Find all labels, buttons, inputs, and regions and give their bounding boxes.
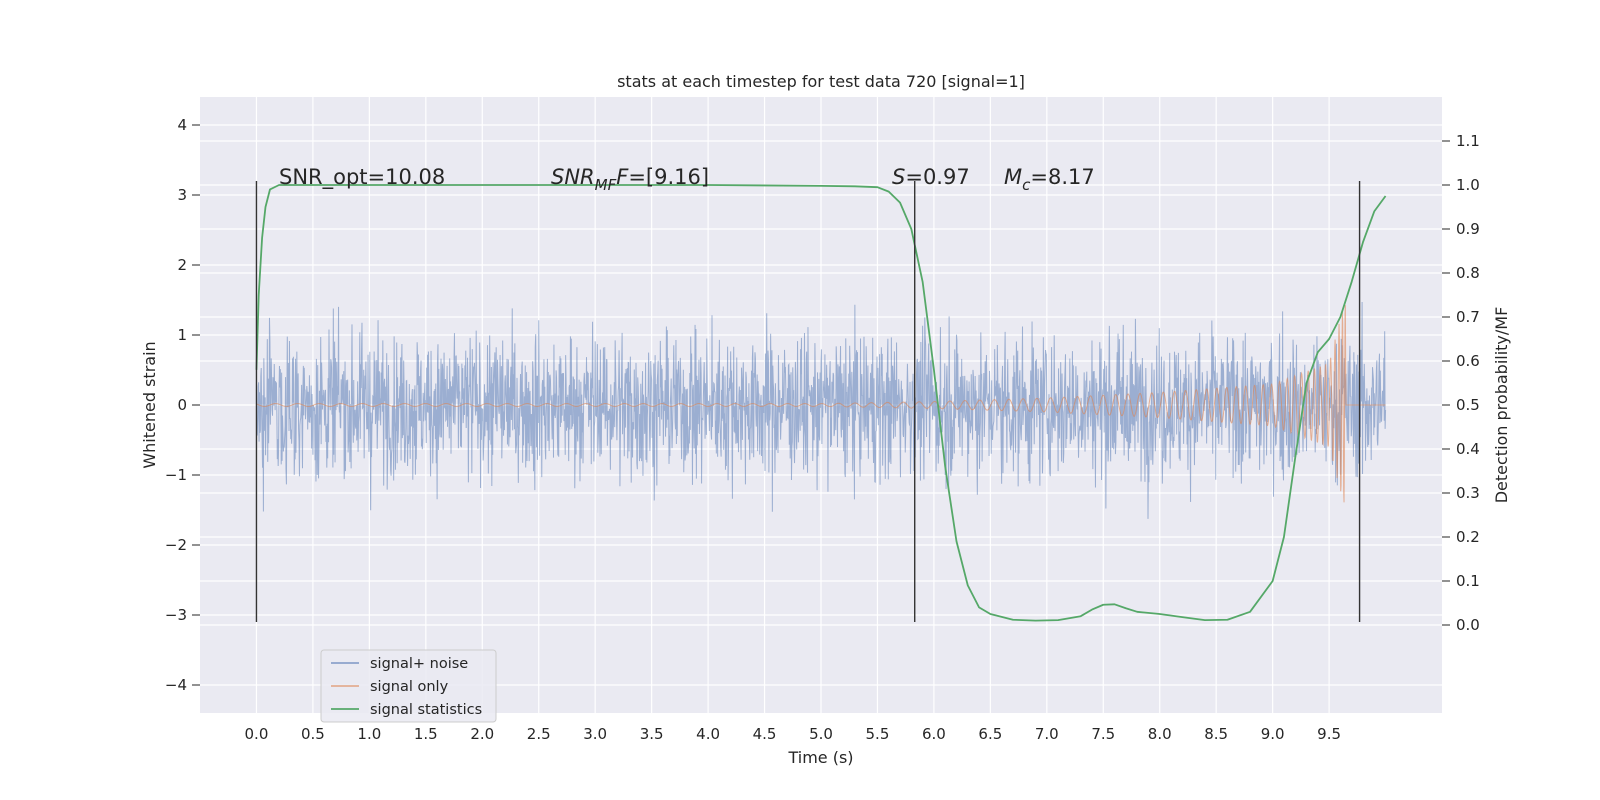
x-tick-label: 1.0 xyxy=(357,725,381,743)
legend-label-signal-only: signal only xyxy=(370,679,449,695)
noise-trace xyxy=(255,301,1387,519)
y-axis-label: Whitened strain xyxy=(140,341,159,468)
y-tick-label: 2 xyxy=(177,256,187,274)
annotation-s-value: =0.97 xyxy=(905,165,969,189)
annotation-s-label: S xyxy=(892,165,905,189)
x-tick-label: 8.0 xyxy=(1148,725,1172,743)
x-tick-label: 0.0 xyxy=(245,725,269,743)
annotation-s: S=0.97 xyxy=(892,165,970,189)
chart-title: stats at each timestep for test data 720… xyxy=(617,72,1025,91)
y-tick-label: 1 xyxy=(177,326,187,344)
legend: signal+ noise signal only signal statist… xyxy=(320,649,497,723)
x-tick-label: 5.5 xyxy=(866,725,890,743)
y2-tick-label: 0.6 xyxy=(1456,352,1480,370)
annotation-mc: Mc=8.17 xyxy=(1004,165,1095,194)
series-signal-statistics xyxy=(255,184,1387,622)
y2-tick-label: 1.1 xyxy=(1456,132,1480,150)
x-tick-label: 6.0 xyxy=(922,725,946,743)
y2-tick-label: 0.2 xyxy=(1456,528,1480,546)
annotation-mc-label: M xyxy=(1004,165,1022,189)
x-tick-label: 8.5 xyxy=(1204,725,1228,743)
legend-label-signal-noise: signal+ noise xyxy=(370,656,468,672)
annotation-mc-value: =8.17 xyxy=(1030,165,1094,189)
y-tick-label: −2 xyxy=(165,536,187,554)
y2-tick-label: 0.1 xyxy=(1456,572,1480,590)
axis-ticks: 0.0 0.5 1.0 1.5 2.0 2.5 3.0 3.5 4.0 4.5 5.0 5.5 6.0 6… xyxy=(165,116,1480,743)
x-tick-label: 9.0 xyxy=(1261,725,1285,743)
x-tick-label: 5.0 xyxy=(809,725,833,743)
signal-trace xyxy=(256,305,1386,503)
y-tick-label: 0 xyxy=(177,396,187,414)
y-tick-label: −4 xyxy=(165,676,187,694)
y2-tick-label: 0.8 xyxy=(1456,264,1480,282)
legend-label-signal-statistics: signal statistics xyxy=(370,702,482,718)
vertical-markers xyxy=(255,181,1361,622)
y2-tick-label: 0.9 xyxy=(1456,220,1480,238)
x-tick-label: 4.0 xyxy=(696,725,720,743)
y2-tick-label: 0.3 xyxy=(1456,484,1480,502)
series-signal-noise xyxy=(255,301,1387,519)
legend-box xyxy=(320,649,497,723)
x-tick-label: 6.5 xyxy=(978,725,1002,743)
annotation-snr-mf: SNRMFF=[9.16] xyxy=(551,165,709,194)
statistics-line xyxy=(255,184,1387,622)
y2-tick-label: 0.0 xyxy=(1456,616,1480,634)
x-tick-label: 2.0 xyxy=(470,725,494,743)
x-tick-label: 7.0 xyxy=(1035,725,1059,743)
annotation-mc-sub: c xyxy=(1022,176,1031,194)
x-tick-label: 1.5 xyxy=(414,725,438,743)
x-tick-label: 3.5 xyxy=(640,725,664,743)
x-tick-label: 0.5 xyxy=(301,725,325,743)
y2-tick-label: 1.0 xyxy=(1456,176,1480,194)
x-axis-label: Time (s) xyxy=(787,748,853,767)
y-tick-label: −1 xyxy=(165,466,187,484)
x-tick-label: 3.0 xyxy=(583,725,607,743)
y-tick-label: 3 xyxy=(177,186,187,204)
y2-tick-label: 0.4 xyxy=(1456,440,1480,458)
annotation-snr-mf-label: SNR xyxy=(551,165,595,189)
annotation-snr-opt: SNR_opt=10.08 xyxy=(279,165,445,190)
y2-axis-label: Detection probability/MF xyxy=(1492,307,1511,504)
annotation-snr-mf-value: =[9.16] xyxy=(628,165,709,189)
y-tick-label: 4 xyxy=(177,116,187,134)
x-tick-label: 2.5 xyxy=(527,725,551,743)
x-tick-label: 7.5 xyxy=(1091,725,1115,743)
y2-tick-label: 0.5 xyxy=(1456,396,1480,414)
series-signal-only xyxy=(256,305,1386,503)
x-tick-label: 4.5 xyxy=(753,725,777,743)
y2-tick-label: 0.7 xyxy=(1456,308,1480,326)
annotation-snr-mf-f: F xyxy=(616,165,629,189)
x-tick-label: 9.5 xyxy=(1317,725,1341,743)
annotation-snr-mf-sub: MF xyxy=(595,176,617,194)
y-tick-label: −3 xyxy=(165,606,187,624)
